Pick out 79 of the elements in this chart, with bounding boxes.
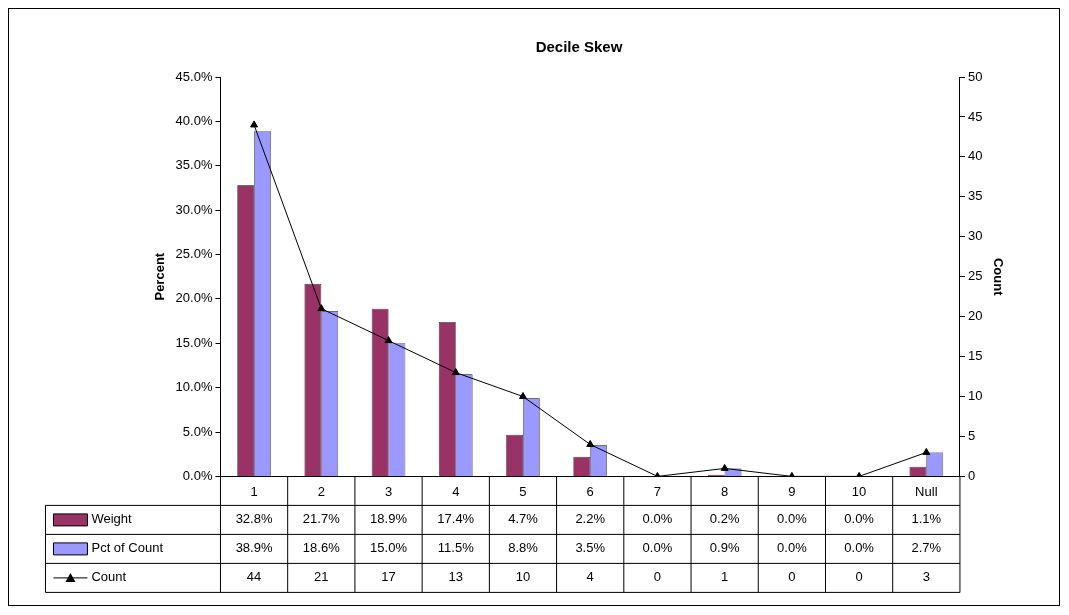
point [250, 120, 259, 128]
data-label: 44 [246, 569, 262, 585]
data-label: 32.8% [235, 511, 273, 527]
data-label: 0.0% [844, 511, 875, 527]
legend-label: Count [91, 569, 127, 585]
data-label: 15.0% [370, 540, 408, 556]
x-tick-label: 6 [586, 483, 594, 499]
y-tick-label: 5.0% [182, 423, 213, 439]
data-label: 13 [448, 569, 463, 585]
data-label: 0 [653, 569, 662, 585]
x-tick-label: 2 [317, 483, 325, 499]
data-label: 0.0% [777, 540, 808, 556]
y2-tick-label: 15 [967, 348, 983, 364]
y-tick-label: 45.0% [175, 68, 213, 84]
data-label: 0.9% [709, 540, 740, 556]
chart-title: Decile Skew [535, 38, 623, 56]
data-label: 4 [586, 569, 594, 585]
data-label: 18.9% [370, 511, 408, 527]
point [519, 392, 527, 400]
data-label: 18.6% [302, 540, 341, 556]
point [586, 439, 595, 447]
y-axis-title: Percent [152, 252, 168, 301]
data-label: 0 [788, 569, 796, 585]
data-label: 17 [381, 569, 396, 585]
point [922, 447, 931, 455]
x-tick-label: 5 [519, 483, 527, 499]
data-label: 11.5% [437, 540, 475, 556]
legend-label: Weight [91, 511, 133, 527]
point [451, 368, 460, 376]
y-tick-label: 25.0% [175, 246, 213, 262]
y2-tick-label: 25 [967, 268, 983, 284]
y-tick-label: 0.0% [182, 467, 213, 483]
y2-tick-label: 40 [967, 148, 983, 164]
x-tick-label: 8 [721, 483, 729, 499]
data-label: 1.1% [911, 511, 942, 527]
data-label: 0.0% [844, 540, 875, 556]
x-tick-label: 1 [250, 483, 258, 499]
y-tick-label: 30.0% [175, 201, 213, 217]
x-tick-label: 7 [653, 483, 662, 499]
data-label: 21.7% [302, 511, 341, 527]
data-label: 0.0% [642, 511, 673, 527]
y-tick-label: 15.0% [175, 334, 213, 350]
x-tick-label: 3 [384, 483, 393, 499]
data-label: 0.0% [642, 540, 673, 556]
data-label: 3.5% [575, 540, 606, 556]
y2-tick-label: 5 [967, 428, 976, 444]
y2-tick-label: 30 [967, 228, 983, 244]
data-label: 1 [721, 569, 729, 585]
legend-label: Pct of Count [91, 540, 164, 556]
data-label: 21 [314, 569, 329, 585]
y-tick-label: 20.0% [175, 290, 213, 306]
data-label: 8.8% [508, 540, 539, 556]
point [720, 463, 729, 471]
y-tick-label: 40.0% [175, 112, 213, 128]
data-label: 2.7% [911, 540, 942, 556]
y2-tick-label: 20 [967, 308, 983, 324]
data-label: 0.2% [709, 511, 740, 527]
data-label: 38.9% [235, 540, 273, 556]
x-tick-label: Null [915, 483, 938, 499]
data-label: 17.4% [437, 511, 475, 527]
y2-axis-title: Count [990, 257, 1006, 297]
x-tick-label: 9 [788, 483, 796, 499]
data-label: 0.0% [777, 511, 808, 527]
data-label: 10 [515, 569, 531, 585]
point [384, 336, 393, 344]
y2-tick-label: 35 [967, 188, 983, 204]
data-label: 2.2% [575, 511, 606, 527]
data-label: 0 [855, 569, 863, 585]
x-tick-label: 4 [452, 483, 460, 499]
y2-tick-label: 50 [967, 68, 983, 84]
data-label: 3 [922, 569, 930, 585]
point [317, 304, 326, 312]
data-label: 4.7% [508, 511, 539, 527]
y-tick-label: 10.0% [175, 379, 213, 395]
y2-tick-label: 10 [967, 388, 983, 404]
y2-tick-label: 0 [967, 467, 976, 483]
y2-tick-label: 45 [967, 108, 983, 124]
x-tick-label: 10 [851, 483, 867, 499]
y-tick-label: 35.0% [175, 157, 213, 173]
